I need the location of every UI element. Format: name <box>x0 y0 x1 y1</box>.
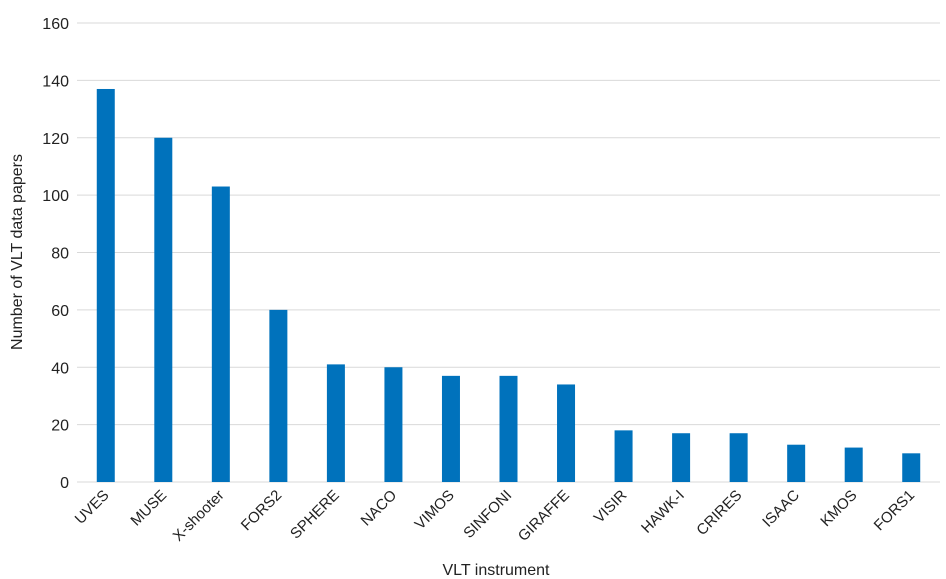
x-tick-label-giraffe: GIRAFFE <box>515 487 573 545</box>
x-tick-label-hawk-i: HAWK-I <box>638 487 688 537</box>
x-tick-label-uves: UVES <box>72 487 113 528</box>
y-tick-label-140: 140 <box>42 73 69 90</box>
y-tick-label-60: 60 <box>51 303 69 320</box>
x-tick-label-x-shooter: X-shooter <box>170 487 228 545</box>
bar-vimos <box>441 375 460 482</box>
y-tick-label-100: 100 <box>42 188 69 205</box>
bar-hawk-i <box>672 433 691 482</box>
y-tick-label-40: 40 <box>51 360 69 377</box>
x-tick-label-vimos: VIMOS <box>412 487 458 533</box>
y-axis-ticks: 0 20 40 60 80 100 120 140 160 <box>42 16 69 492</box>
x-tick-label-kmos: KMOS <box>817 487 860 530</box>
x-tick-label-fors2: FORS2 <box>238 487 285 534</box>
y-axis-title: Number of VLT data papers <box>9 154 26 350</box>
y-tick-label-160: 160 <box>42 16 69 33</box>
x-tick-label-sphere: SPHERE <box>287 487 343 543</box>
bar-visir <box>614 430 633 482</box>
y-tick-label-80: 80 <box>51 246 69 263</box>
bar-uves <box>96 88 115 482</box>
bar-fors1 <box>902 453 921 482</box>
bar-naco <box>384 367 403 482</box>
bar-fors2 <box>269 309 288 482</box>
bar-x-shooter <box>211 186 230 483</box>
y-tick-label-120: 120 <box>42 131 69 148</box>
x-tick-label-fors1: FORS1 <box>871 487 918 534</box>
bar-crires <box>729 433 748 482</box>
y-tick-label-0: 0 <box>60 475 69 492</box>
x-axis-title: VLT instrument <box>442 562 550 579</box>
x-tick-label-isaac: ISAAC <box>759 487 803 531</box>
x-tick-label-naco: NACO <box>358 487 401 530</box>
x-tick-label-sinfoni: SINFONI <box>460 487 515 542</box>
bars <box>96 88 921 483</box>
x-tick-label-visir: VISIR <box>591 487 631 527</box>
bar-sinfoni <box>499 375 518 482</box>
y-tick-label-20: 20 <box>51 418 69 435</box>
bar-kmos <box>844 447 863 482</box>
bar-isaac <box>787 444 806 482</box>
bar-muse <box>154 137 173 482</box>
x-tick-label-crires: CRIRES <box>693 487 745 539</box>
bar-sphere <box>326 364 345 482</box>
x-tick-label-muse: MUSE <box>127 487 170 530</box>
x-axis-ticks: UVES MUSE X-shooter FORS2 SPHERE NACO VIMOS SIN… <box>72 487 918 545</box>
bar-giraffe <box>557 384 576 482</box>
